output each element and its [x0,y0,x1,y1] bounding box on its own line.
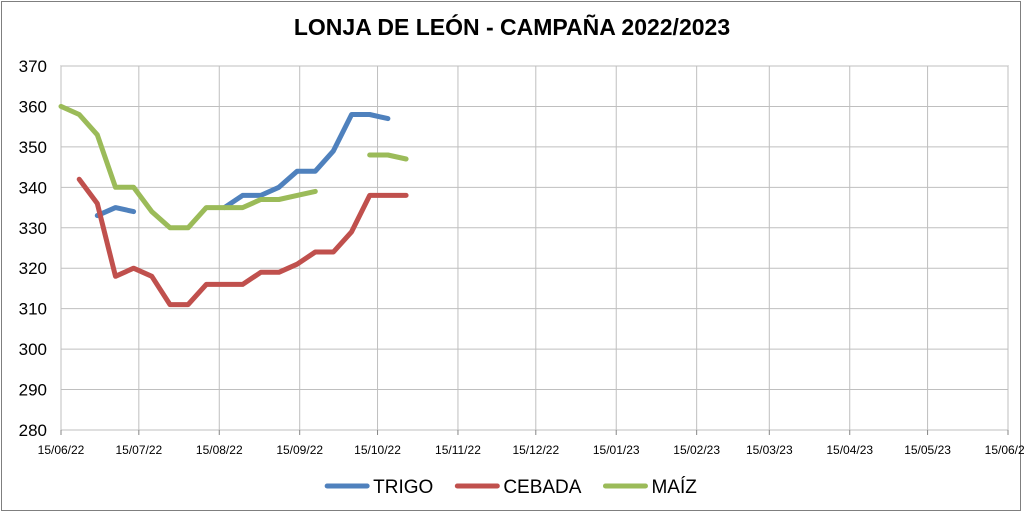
series-line-maíz [58,103,318,231]
y-tick-label: 300 [19,340,47,359]
x-tick-label: 15/10/22 [354,443,401,457]
x-tick-label: 15/01/23 [593,443,640,457]
chart-title: LONJA DE LEÓN - CAMPAÑA 2022/2023 [293,14,731,40]
y-tick-label: 370 [19,57,47,76]
y-tick-label: 280 [19,421,47,440]
legend-label: CEBADA [503,477,581,498]
x-tick-label: 15/06/22 [38,443,85,457]
series-line-trigo [222,112,391,211]
gridlines [60,65,1009,435]
x-tick-label: 15/06/23 [985,443,1024,457]
legend: TRIGO CEBADA MAÍZ [324,477,697,498]
x-tick-label: 15/02/23 [673,443,720,457]
x-axis-ticks: 15/06/22 15/07/22 15/08/22 15/09/22 15/10/22… [38,443,1024,457]
x-tick-label: 15/11/22 [435,443,481,457]
x-tick-label: 15/09/22 [276,443,323,457]
series-line-cebada [76,176,409,308]
series-lines [58,103,409,308]
series-line-maíz [367,152,409,162]
y-tick-label: 320 [19,259,47,278]
x-tick-label: 15/08/22 [196,443,243,457]
y-tick-label: 310 [19,300,47,319]
legend-label: MAÍZ [651,477,697,498]
y-tick-label: 290 [19,381,47,400]
y-axis-ticks: 280 290 300 310 320 330 340 350 360 370 [19,57,47,440]
y-tick-label: 360 [19,97,47,116]
y-tick-label: 340 [19,178,47,197]
series-line-trigo [94,205,137,219]
plot-area-border [60,65,1009,431]
x-tick-label: 15/05/23 [904,443,951,457]
x-tick-label: 15/04/23 [826,443,873,457]
y-tick-label: 350 [19,138,47,157]
x-tick-label: 15/07/22 [115,443,162,457]
y-tick-label: 330 [19,219,47,238]
x-tick-label: 15/03/23 [746,443,793,457]
x-tick-label: 15/12/22 [512,443,559,457]
legend-label: TRIGO [373,477,433,498]
